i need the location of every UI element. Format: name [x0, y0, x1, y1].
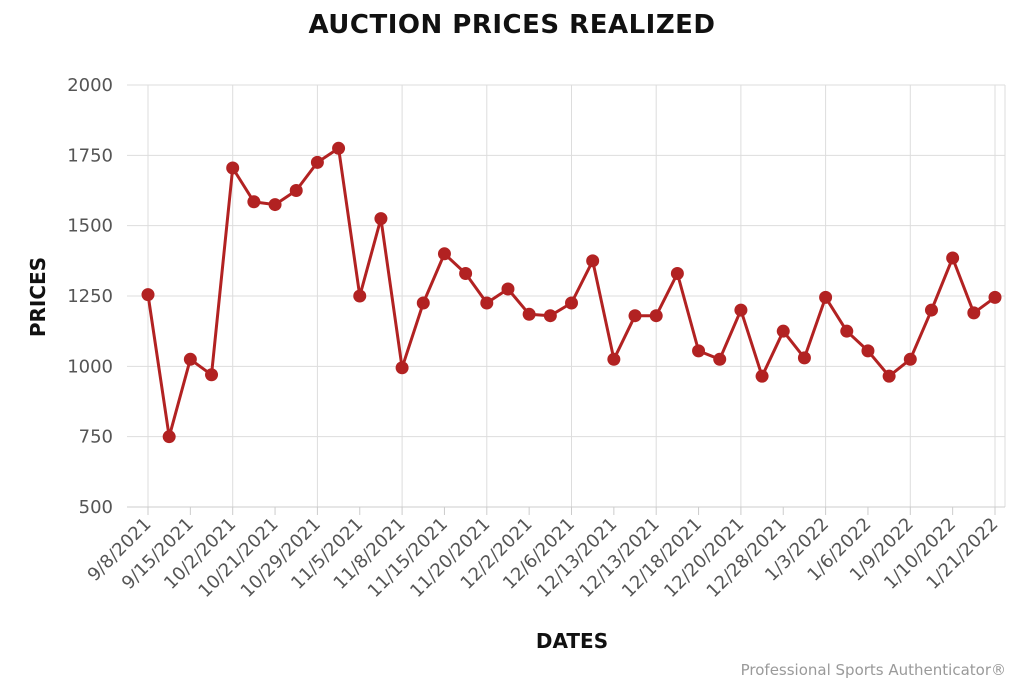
data-point[interactable] — [437, 247, 451, 261]
data-point[interactable] — [162, 430, 176, 444]
data-point[interactable] — [670, 266, 684, 280]
data-point[interactable] — [183, 352, 197, 366]
data-point[interactable] — [586, 254, 600, 268]
data-point[interactable] — [268, 198, 282, 212]
y-tick-label: 500 — [79, 497, 113, 518]
data-point[interactable] — [734, 303, 748, 317]
data-point[interactable] — [310, 155, 324, 169]
y-tick-label: 1000 — [67, 356, 113, 377]
y-tick-label: 750 — [79, 427, 113, 448]
data-point[interactable] — [501, 282, 515, 296]
price-series — [141, 141, 1002, 444]
grid-lines — [127, 84, 1006, 508]
data-point[interactable] — [797, 351, 811, 365]
data-point[interactable] — [628, 309, 642, 323]
data-point[interactable] — [374, 212, 388, 226]
data-point[interactable] — [565, 296, 578, 310]
x-tick-labels: 9/8/20219/15/202110/2/202110/21/202110/2… — [84, 514, 1003, 602]
data-point[interactable] — [395, 361, 409, 375]
data-point[interactable] — [459, 266, 473, 280]
data-point[interactable] — [522, 307, 536, 321]
data-point[interactable] — [882, 369, 896, 383]
y-tick-label: 1250 — [67, 286, 113, 307]
data-point[interactable] — [924, 303, 938, 317]
data-point[interactable] — [903, 352, 917, 366]
data-point[interactable] — [416, 296, 430, 310]
data-point[interactable] — [332, 141, 346, 155]
data-point[interactable] — [205, 368, 219, 382]
data-point[interactable] — [713, 352, 727, 366]
data-point[interactable] — [247, 195, 261, 209]
data-point[interactable] — [755, 369, 769, 383]
data-point[interactable] — [289, 184, 303, 197]
y-tick-label: 2000 — [67, 75, 113, 96]
y-tick-label: 1750 — [67, 145, 113, 166]
data-point[interactable] — [861, 344, 875, 358]
data-point[interactable] — [840, 324, 854, 338]
data-point[interactable] — [480, 296, 494, 310]
data-point[interactable] — [543, 309, 557, 323]
chart-title: AUCTION PRICES REALIZED — [308, 10, 716, 40]
data-point[interactable] — [226, 161, 240, 175]
y-tick-label: 1500 — [67, 216, 113, 237]
x-axis-label: DATES — [536, 629, 608, 653]
data-point[interactable] — [141, 288, 155, 302]
data-point[interactable] — [988, 290, 1002, 304]
data-point[interactable] — [819, 290, 833, 304]
data-point[interactable] — [607, 352, 621, 366]
axes — [127, 506, 1005, 515]
data-point[interactable] — [692, 344, 706, 358]
data-point[interactable] — [946, 251, 960, 265]
data-point[interactable] — [967, 306, 981, 320]
data-point[interactable] — [776, 324, 790, 338]
data-point[interactable] — [353, 289, 367, 303]
y-tick-labels: 500 750 1000 1250 1500 1750 2000 — [67, 75, 113, 518]
y-axis-label: PRICES — [26, 257, 50, 337]
data-point[interactable] — [649, 309, 663, 323]
source-credit: Professional Sports Authenticator® — [740, 661, 1006, 679]
